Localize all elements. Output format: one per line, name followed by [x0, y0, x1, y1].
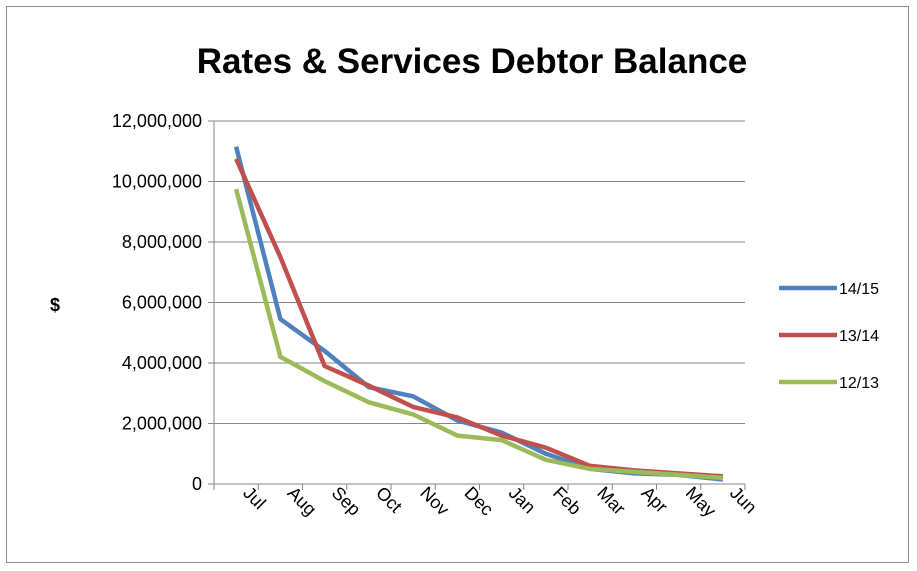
y-tick-label: 12,000,000 — [112, 111, 202, 131]
chart-frame: Rates & Services Debtor Balance $ 0 2,000… — [6, 6, 909, 563]
x-tick-label: Dec — [461, 483, 498, 520]
x-tick-label: Mar — [593, 483, 629, 519]
legend-label: 12/13 — [839, 375, 879, 392]
x-tick-label: Apr — [638, 483, 672, 517]
axes — [208, 120, 746, 490]
y-tick-label: 8,000,000 — [122, 232, 202, 252]
gridlines — [214, 120, 745, 424]
x-tick-label: Sep — [328, 483, 365, 520]
legend-label: 14/15 — [839, 281, 879, 298]
series-line — [233, 146, 724, 482]
line-chart: Rates & Services Debtor Balance $ 0 2,000… — [50, 42, 879, 521]
y-tick-labels: 0 2,000,000 4,000,000 6,000,000 8,000,000 10,… — [112, 111, 202, 494]
y-tick-label: 10,000,000 — [112, 172, 202, 192]
x-tick-label: Jun — [726, 483, 761, 518]
x-tick-label: Jan — [505, 483, 540, 518]
x-tick-labels: Jul Aug Sep Oct Nov Dec Jan Feb Mar Apr May Jun — [239, 483, 760, 521]
x-tick-label: Aug — [284, 483, 321, 520]
legend-label: 13/14 — [839, 328, 879, 345]
x-tick-label: May — [682, 483, 720, 521]
x-tick-label: Jul — [239, 483, 269, 513]
chart-title: Rates & Services Debtor Balance — [197, 42, 748, 81]
y-tick-label: 4,000,000 — [122, 353, 202, 373]
x-tick-label: Oct — [372, 483, 406, 517]
x-tick-label: Feb — [549, 483, 585, 519]
y-tick-label: 0 — [192, 474, 202, 494]
legend: 14/15 13/14 12/13 — [779, 281, 879, 392]
series-line — [233, 188, 724, 481]
series-lines — [233, 146, 724, 482]
series-line — [234, 157, 724, 479]
y-tick-label: 2,000,000 — [122, 414, 202, 434]
y-axis-label: $ — [50, 295, 60, 315]
y-tick-label: 6,000,000 — [122, 293, 202, 313]
x-tick-label: Nov — [416, 483, 453, 520]
